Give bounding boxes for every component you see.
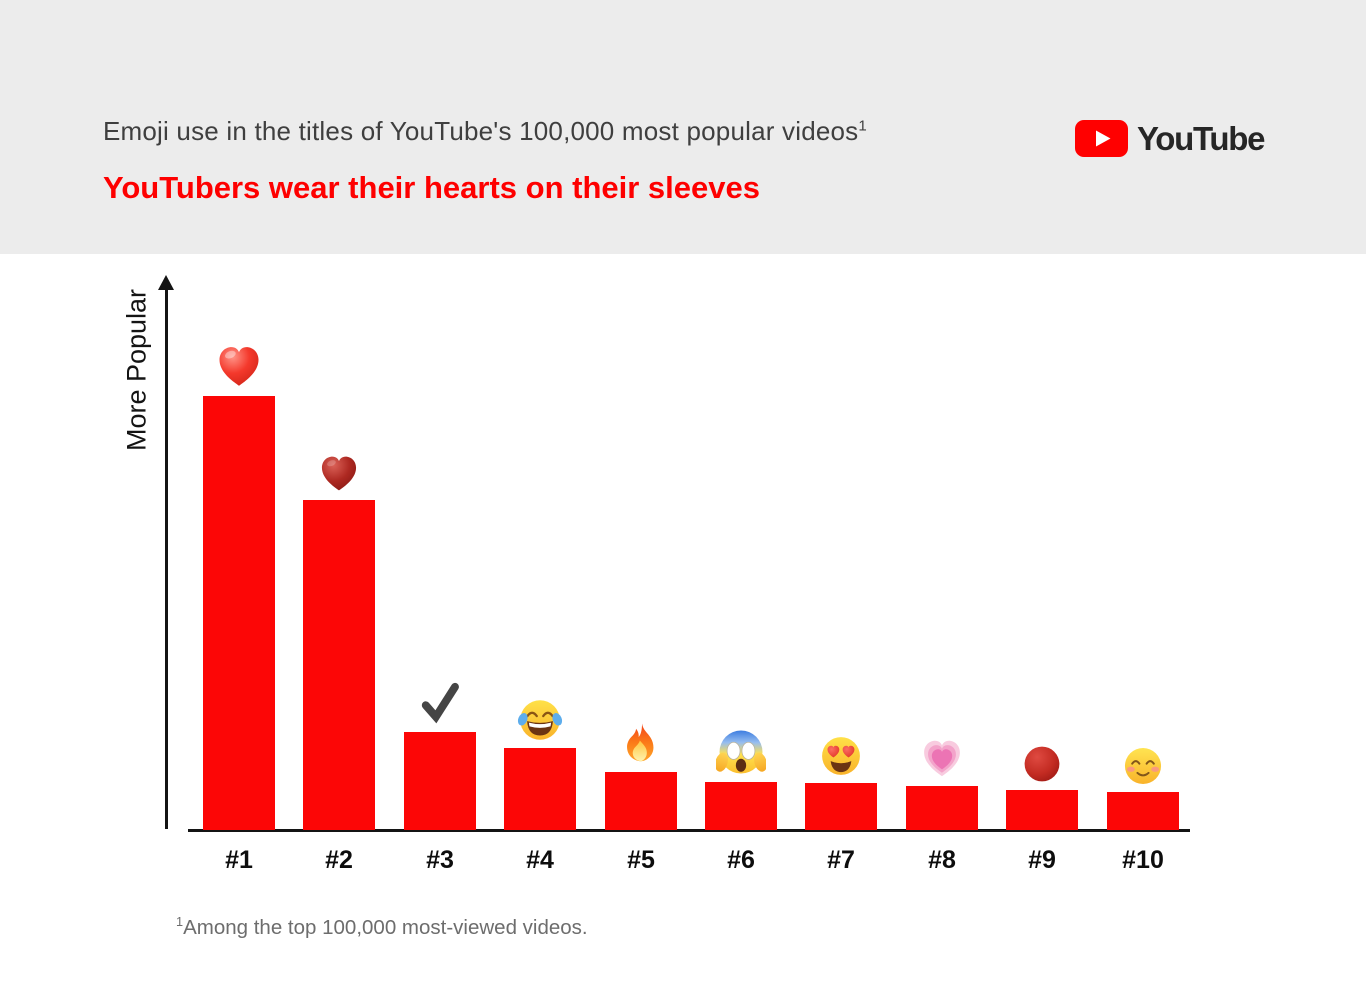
x-axis-tick-label: #6 <box>727 846 755 874</box>
footnote: 1Among the top 100,000 most-viewed video… <box>176 914 588 940</box>
page-title-text: Emoji use in the titles of YouTube's 100… <box>103 116 859 146</box>
x-axis-tick-label: #1 <box>225 846 253 874</box>
bar-rank-7 <box>805 783 877 830</box>
smiling-face-with-heart-eyes-icon <box>819 734 863 778</box>
youtube-wordmark: YouTube <box>1137 119 1265 157</box>
bar-rank-3 <box>404 732 476 830</box>
heart-suit-icon <box>318 453 360 495</box>
bar-rank-4 <box>504 748 576 830</box>
page-subtitle: YouTubers wear their hearts on their sle… <box>103 170 760 205</box>
x-axis-tick-label: #7 <box>827 846 855 874</box>
bar-rank-10 <box>1107 792 1179 830</box>
footnote-superscript: 1 <box>176 914 184 929</box>
red-circle-icon <box>1021 743 1063 785</box>
red-heart-icon <box>215 343 263 391</box>
x-axis-tick-label: #10 <box>1122 846 1164 874</box>
bar-rank-9 <box>1006 790 1078 830</box>
check-mark-icon <box>416 679 464 727</box>
y-axis <box>165 289 168 829</box>
smiling-face-icon <box>1122 745 1164 787</box>
x-axis <box>188 829 1190 832</box>
youtube-logo: YouTube <box>1075 119 1265 157</box>
footnote-text: Among the top 100,000 most-viewed videos… <box>183 915 588 939</box>
y-axis-arrow-icon <box>158 275 174 290</box>
x-axis-tick-label: #4 <box>526 846 554 874</box>
y-axis-label: More Popular <box>121 288 152 452</box>
bar-rank-2 <box>303 500 375 830</box>
x-axis-tick-label: #8 <box>928 846 956 874</box>
fire-icon <box>618 721 664 767</box>
x-axis-tick-label: #2 <box>325 846 353 874</box>
bar-rank-6 <box>705 782 777 830</box>
bar-rank-5 <box>605 772 677 830</box>
bar-rank-8 <box>906 786 978 830</box>
growing-heart-icon <box>920 737 964 781</box>
x-axis-tick-label: #3 <box>426 846 454 874</box>
face-with-tears-of-joy-icon <box>517 697 563 743</box>
x-axis-tick-label: #9 <box>1028 846 1056 874</box>
face-screaming-in-fear-icon <box>716 727 766 777</box>
x-axis-tick-label: #5 <box>627 846 655 874</box>
bar-rank-1 <box>203 396 275 830</box>
header-band: Emoji use in the titles of YouTube's 100… <box>0 0 1366 254</box>
youtube-play-icon <box>1075 120 1128 157</box>
page-title-superscript: 1 <box>858 117 867 135</box>
page-title: Emoji use in the titles of YouTube's 100… <box>103 116 867 147</box>
